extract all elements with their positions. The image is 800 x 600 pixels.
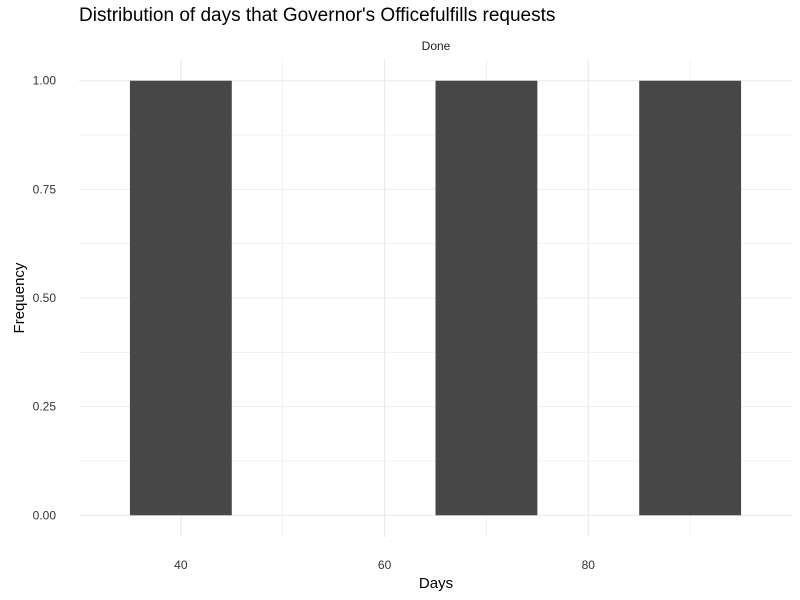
y-tick-label: 0.25 bbox=[33, 400, 57, 414]
x-axis-title: Days bbox=[419, 575, 453, 592]
y-tick-label: 0.50 bbox=[33, 291, 57, 305]
y-tick-label: 0.00 bbox=[33, 508, 57, 522]
histogram-bars bbox=[129, 80, 742, 516]
y-axis-title: Frequency bbox=[11, 262, 28, 333]
histogram-bar bbox=[129, 80, 232, 516]
histogram-bar bbox=[639, 80, 742, 516]
x-tick-label: 80 bbox=[582, 558, 596, 572]
histogram-bar bbox=[435, 80, 538, 516]
y-tick-label: 1.00 bbox=[33, 74, 57, 88]
x-tick-label: 60 bbox=[378, 558, 392, 572]
x-axis-ticks: 40 60 80 bbox=[174, 558, 595, 572]
x-tick-label: 40 bbox=[174, 558, 188, 572]
y-tick-label: 0.75 bbox=[33, 182, 57, 196]
chart-title: Distribution of days that Governor's Off… bbox=[79, 5, 556, 26]
y-axis-ticks: 0.00 0.25 0.50 0.75 1.00 bbox=[33, 74, 57, 523]
facet-strip-label: Done bbox=[422, 39, 451, 53]
